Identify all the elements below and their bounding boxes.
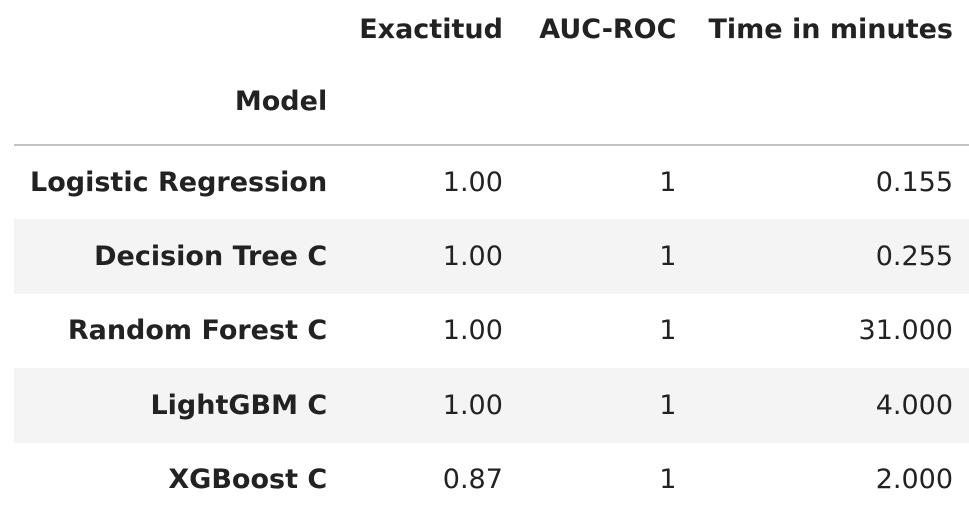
cell-auc-roc: 1: [659, 241, 677, 273]
table-row: Logistic Regression 1.00 1 0.155: [14, 145, 969, 219]
cell-exactitud: 1.00: [442, 241, 503, 273]
table-row: Random Forest C 1.00 1 31.000: [14, 294, 969, 368]
cell-auc-roc: 1: [659, 464, 677, 496]
index-header-blank: [518, 58, 693, 146]
cell-exactitud: 1.00: [442, 315, 503, 347]
results-table: Exactitud AUC-ROC Time in minutes Model …: [14, 0, 969, 517]
row-model-name: Decision Tree C: [94, 241, 328, 273]
column-header-row: Exactitud AUC-ROC Time in minutes: [14, 0, 969, 58]
table-row: Decision Tree C 1.00 1 0.255: [14, 219, 969, 294]
table-row: XGBoost C 0.87 1 2.000: [14, 443, 969, 517]
index-header-blank: [692, 58, 969, 146]
table-body: Logistic Regression 1.00 1 0.155 Decisio…: [14, 145, 969, 517]
index-header-blank: [343, 58, 519, 146]
cell-auc-roc: 1: [659, 389, 677, 421]
cell-time: 2.000: [875, 464, 953, 496]
cell-auc-roc: 1: [659, 315, 677, 347]
cell-time: 0.255: [875, 241, 953, 273]
cell-auc-roc: 1: [659, 167, 677, 199]
row-model-name: LightGBM C: [150, 389, 328, 421]
cell-time: 4.000: [875, 389, 953, 421]
cell-exactitud: 1.00: [442, 389, 503, 421]
column-header-auc-roc: AUC-ROC: [539, 13, 677, 45]
cell-time: 0.155: [875, 167, 953, 199]
row-model-name: Logistic Regression: [30, 167, 328, 199]
table-header: Exactitud AUC-ROC Time in minutes Model: [14, 0, 969, 146]
column-header-time: Time in minutes: [708, 13, 953, 45]
row-model-name: XGBoost C: [168, 464, 328, 496]
table-row: LightGBM C 1.00 1 4.000: [14, 368, 969, 443]
cell-time: 31.000: [858, 315, 953, 347]
row-model-name: Random Forest C: [67, 315, 328, 347]
index-header-row: Model: [14, 58, 969, 146]
cell-exactitud: 0.87: [442, 464, 503, 496]
index-name-header: Model: [14, 58, 344, 146]
cell-exactitud: 1.00: [442, 167, 503, 199]
column-header-exactitud: Exactitud: [359, 13, 503, 45]
blank-corner-cell: [14, 0, 343, 58]
